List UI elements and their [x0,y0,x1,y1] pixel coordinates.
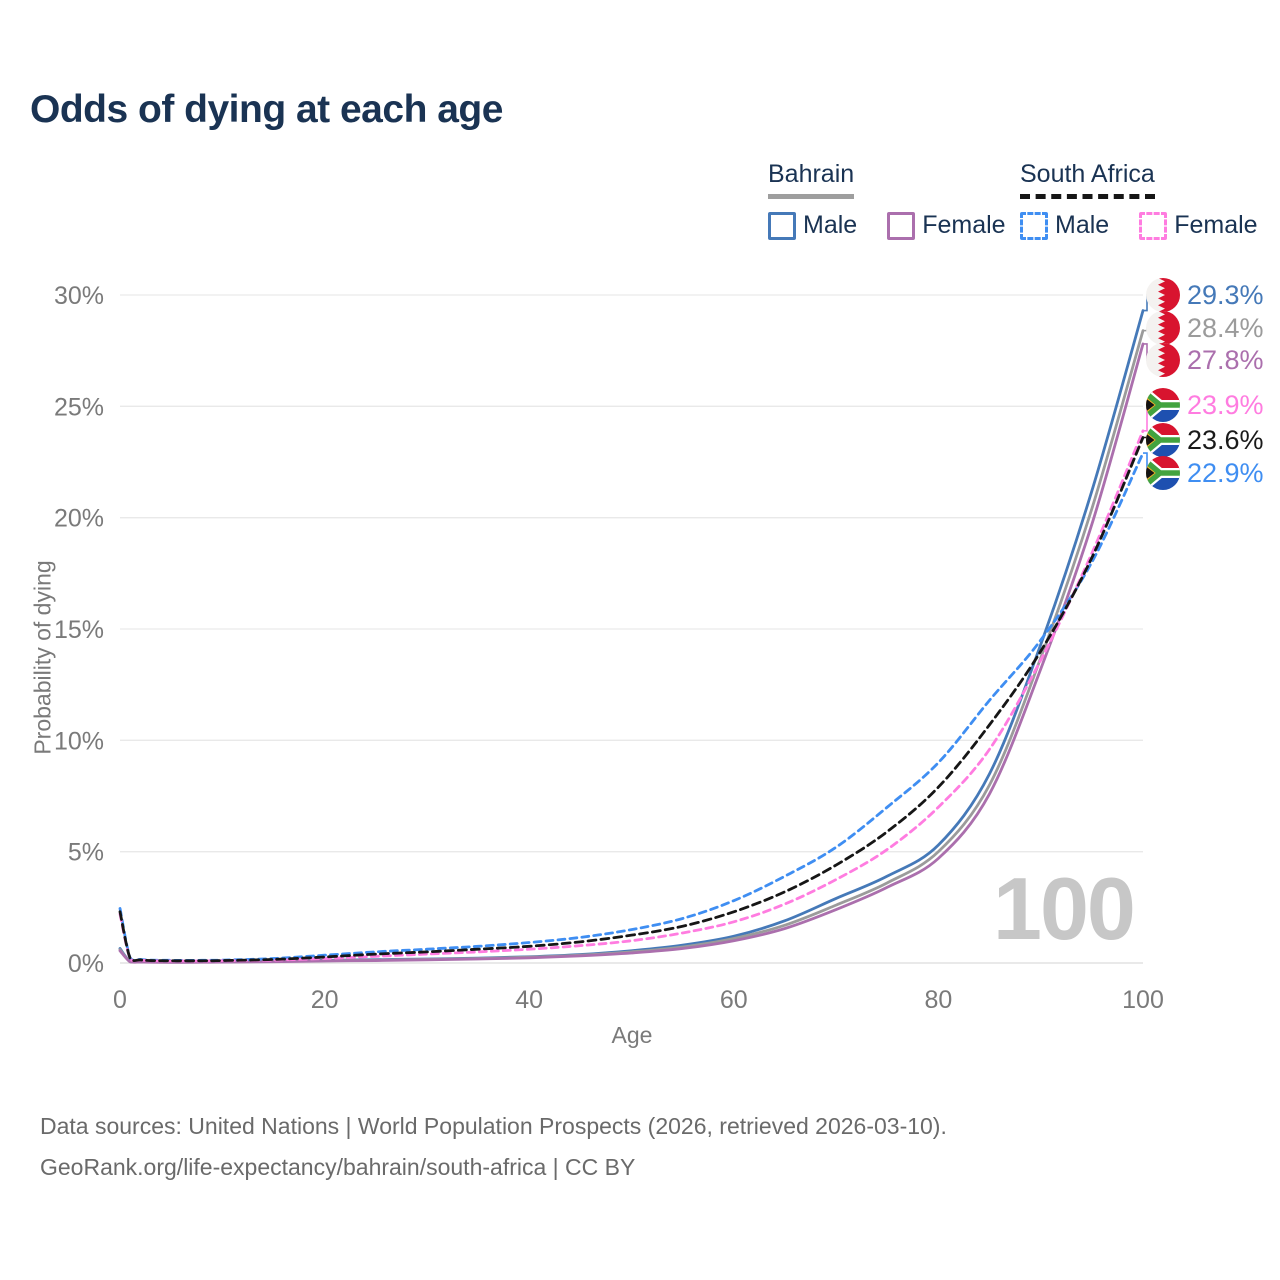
y-axis-title: Probability of dying [29,560,56,755]
x-axis-title: Age [611,1022,653,1048]
y-tick-10: 10% [54,727,104,755]
footer: Data sources: United Nations | World Pop… [40,1106,947,1188]
flag-za-icon [1146,456,1180,490]
end-label-value: 29.3% [1187,279,1264,310]
page-title: Odds of dying at each age [30,88,503,131]
flag-bh-icon [1146,311,1180,345]
flag-bh-icon [1146,278,1180,312]
legend-group-bahrain: Bahrain Male Female [768,160,1006,240]
legend-item-bahrain-male-label: Male [803,211,858,239]
flag-bh-icon [1146,343,1180,377]
legend-country-south-africa[interactable]: South Africa [1020,160,1155,199]
x-tick-60: 60 [720,986,748,1014]
x-tick-40: 40 [515,986,543,1014]
south-africa-male-swatch-icon [1020,211,1048,240]
legend-country-bahrain-label: Bahrain [768,160,855,188]
end-label-south-africa-both: 23.6% [1146,422,1264,458]
legend-item-bahrain-female-label: Female [922,211,1006,239]
x-tick-100: 100 [1122,986,1164,1014]
flag-za-icon [1146,423,1180,457]
legend-items-south-africa: Male Female [1020,211,1258,240]
flag-za-icon [1146,388,1180,422]
y-tick-30: 30% [54,282,104,310]
line-bahrain-female [118,342,1145,964]
legend-items-bahrain: Male Female [768,211,1006,240]
legend-item-south-africa-female-label: Female [1174,211,1258,239]
end-label-south-africa-female: 23.9% [1146,387,1264,423]
end-label-value: 28.4% [1187,312,1264,343]
end-label-value: 23.6% [1187,424,1264,455]
x-tick-0: 0 [113,986,127,1014]
y-tick-25: 25% [54,393,104,421]
end-label-bahrain-female: 27.8% [1146,342,1264,378]
line-bahrain-male [118,309,1145,964]
footer-attribution: GeoRank.org/life-expectancy/bahrain/sout… [40,1154,636,1180]
legend-item-south-africa-female[interactable]: Female [1139,211,1258,240]
y-tick-15: 15% [54,616,104,644]
end-label-value: 27.8% [1187,344,1264,375]
legend-item-south-africa-male-label: Male [1055,211,1110,239]
footer-sources: Data sources: United Nations | World Pop… [40,1113,947,1139]
line-south-africa-male [118,451,1145,962]
end-label-value: 23.9% [1187,389,1264,420]
south-africa-female-swatch-icon [1139,211,1168,240]
legend-country-bahrain[interactable]: Bahrain [768,160,855,199]
legend-item-bahrain-male[interactable]: Male [768,211,857,240]
x-tick-80: 80 [924,986,952,1014]
end-label-value: 22.9% [1187,457,1264,488]
end-label-bahrain-both: 28.4% [1146,310,1264,346]
y-tick-5: 5% [68,839,104,867]
end-label-south-africa-male: 22.9% [1146,455,1264,491]
age-watermark: 100 [993,859,1136,958]
legend-item-bahrain-female[interactable]: Female [887,211,1006,240]
x-tick-20: 20 [311,986,339,1014]
bahrain-female-swatch-icon [887,211,916,240]
y-tick-20: 20% [54,505,104,533]
line-south-africa-female [118,429,1145,963]
legend-country-south-africa-label: South Africa [1020,160,1155,188]
legend-item-south-africa-male[interactable]: Male [1020,211,1109,240]
bahrain-male-swatch-icon [768,211,796,240]
legend-group-south-africa: South Africa Male Female [1020,160,1258,240]
y-tick-0: 0% [68,950,104,978]
line-south-africa-both-sexes [118,436,1145,963]
line-bahrain-both-sexes [118,329,1145,964]
end-label-bahrain-male: 29.3% [1146,277,1264,313]
